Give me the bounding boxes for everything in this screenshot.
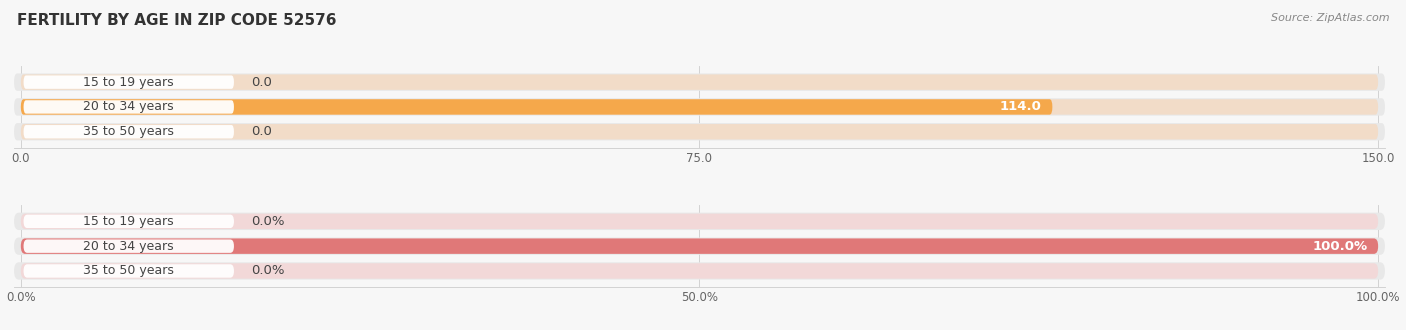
- Text: 20 to 34 years: 20 to 34 years: [83, 100, 174, 114]
- FancyBboxPatch shape: [21, 75, 1378, 90]
- FancyBboxPatch shape: [21, 99, 1052, 115]
- FancyBboxPatch shape: [14, 98, 1385, 115]
- FancyBboxPatch shape: [14, 123, 1385, 141]
- Text: 35 to 50 years: 35 to 50 years: [83, 264, 174, 278]
- FancyBboxPatch shape: [14, 262, 1385, 280]
- FancyBboxPatch shape: [24, 214, 233, 228]
- Text: 0.0%: 0.0%: [252, 215, 285, 228]
- FancyBboxPatch shape: [21, 263, 1378, 279]
- Text: 0.0: 0.0: [252, 76, 273, 89]
- FancyBboxPatch shape: [14, 238, 1385, 255]
- FancyBboxPatch shape: [24, 264, 233, 278]
- Text: 114.0: 114.0: [1000, 100, 1042, 114]
- FancyBboxPatch shape: [21, 124, 1378, 140]
- FancyBboxPatch shape: [24, 125, 233, 139]
- FancyBboxPatch shape: [21, 239, 1378, 254]
- FancyBboxPatch shape: [24, 240, 233, 253]
- FancyBboxPatch shape: [14, 74, 1385, 91]
- FancyBboxPatch shape: [24, 100, 233, 114]
- FancyBboxPatch shape: [21, 214, 1378, 229]
- FancyBboxPatch shape: [14, 213, 1385, 230]
- Text: 0.0%: 0.0%: [252, 264, 285, 278]
- FancyBboxPatch shape: [21, 239, 1378, 254]
- Text: 100.0%: 100.0%: [1312, 240, 1367, 253]
- Text: 20 to 34 years: 20 to 34 years: [83, 240, 174, 253]
- Text: 15 to 19 years: 15 to 19 years: [83, 76, 174, 89]
- FancyBboxPatch shape: [24, 76, 233, 89]
- Text: 15 to 19 years: 15 to 19 years: [83, 215, 174, 228]
- Text: 35 to 50 years: 35 to 50 years: [83, 125, 174, 138]
- Text: Source: ZipAtlas.com: Source: ZipAtlas.com: [1271, 13, 1389, 23]
- FancyBboxPatch shape: [21, 99, 1378, 115]
- Text: 0.0: 0.0: [252, 125, 273, 138]
- Text: FERTILITY BY AGE IN ZIP CODE 52576: FERTILITY BY AGE IN ZIP CODE 52576: [17, 13, 336, 28]
